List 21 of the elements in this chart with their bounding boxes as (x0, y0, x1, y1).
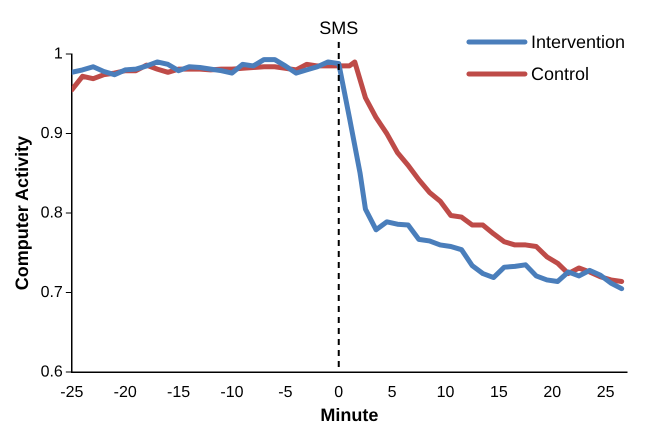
y-tick-label: 1 (54, 45, 63, 62)
ref-line-label: SMS (319, 18, 358, 38)
x-tick-label: -25 (60, 384, 84, 402)
y-tick-label: 0.8 (40, 204, 63, 222)
x-axis-title: Minute (320, 405, 378, 426)
y-axis-title: Computer Activity (12, 136, 32, 290)
x-tick-label: 20 (543, 384, 562, 402)
legend-label: Intervention (530, 32, 625, 52)
x-tick-label: -20 (114, 384, 137, 402)
x-tick-label: 5 (388, 384, 397, 402)
x-tick-label: -15 (167, 384, 190, 402)
y-tick-label: 0.7 (40, 284, 63, 302)
y-tick-label: 0.9 (40, 124, 63, 142)
y-tick-label: 0.6 (40, 364, 63, 381)
x-tick-label: -10 (220, 384, 244, 402)
x-tick-label: 0 (334, 384, 344, 402)
x-tick-label: 25 (596, 384, 615, 402)
legend-label: Control (530, 64, 589, 84)
x-tick-label: 10 (436, 384, 455, 402)
x-tick-label: -5 (278, 384, 293, 402)
x-tick-label: 15 (490, 384, 508, 402)
